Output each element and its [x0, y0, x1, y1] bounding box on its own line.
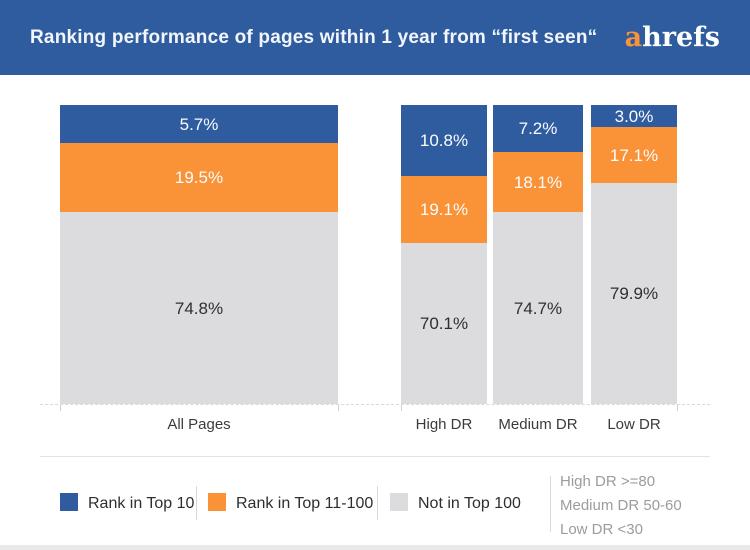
segment-not-in-top-100-low-dr: 79.9% — [591, 183, 677, 404]
legend-separator-line — [40, 456, 710, 457]
x-axis-line — [40, 404, 710, 405]
axis-tick — [401, 405, 402, 411]
value-label: 74.7% — [513, 298, 563, 318]
segment-rank-in-top-11-100-medium-dr: 18.1% — [493, 152, 583, 212]
chart-title: Ranking performance of pages within 1 ye… — [30, 26, 598, 48]
value-label: 3.0% — [614, 106, 654, 126]
bottom-edge-strip — [0, 545, 750, 550]
value-label: 70.1% — [419, 314, 469, 333]
legend-label-not-in-top-100: Not in Top 100 — [418, 495, 521, 512]
axis-tick — [677, 405, 678, 411]
ahrefs-logo-rest: hrefs — [642, 22, 720, 53]
value-label: 10.8% — [419, 131, 469, 150]
footnote-line: Medium DR 50-60 — [560, 497, 682, 514]
legend-swatch-not-in-top-100 — [390, 493, 408, 511]
footnote-line: Low DR <30 — [560, 521, 643, 538]
value-label: 18.1% — [513, 172, 563, 192]
segment-rank-in-top-10-low-dr: 3.0% — [591, 105, 677, 127]
value-label: 19.5% — [174, 168, 224, 187]
segment-rank-in-top-10-high-dr: 10.8% — [401, 105, 487, 176]
value-label: 79.9% — [609, 284, 659, 303]
value-label: 7.2% — [518, 119, 558, 138]
category-label-all-pages: All Pages — [167, 416, 231, 433]
legend-swatch-rank-in-top-11-100 — [208, 493, 226, 511]
legend-swatch-rank-in-top-10 — [60, 493, 78, 511]
category-label-high-dr: High DR — [415, 416, 473, 433]
segment-rank-in-top-11-100-all-pages: 19.5% — [60, 143, 338, 212]
segment-rank-in-top-11-100-low-dr: 17.1% — [591, 127, 677, 183]
bar-all-pages: 5.7% 19.5% 74.8% — [60, 105, 338, 404]
ahrefs-logo: ahrefs — [625, 24, 720, 51]
segment-not-in-top-100-high-dr: 70.1% — [401, 243, 487, 404]
legend-divider — [196, 486, 197, 520]
ahrefs-logo-a: a — [624, 22, 643, 53]
axis-tick — [338, 405, 339, 411]
footnote-line: High DR >=80 — [560, 473, 656, 490]
bar-medium-dr: 7.2% 18.1% 74.7% — [493, 105, 583, 404]
segment-rank-in-top-11-100-high-dr: 19.1% — [401, 176, 487, 243]
segment-not-in-top-100-medium-dr: 74.7% — [493, 212, 583, 404]
bar-low-dr: 3.0% 17.1% 79.9% — [591, 105, 677, 404]
value-label: 5.7% — [179, 114, 219, 134]
value-label: 17.1% — [609, 145, 659, 165]
value-label: 19.1% — [419, 200, 469, 219]
chart-header: Ranking performance of pages within 1 ye… — [0, 0, 750, 75]
segment-rank-in-top-10-medium-dr: 7.2% — [493, 105, 583, 152]
bar-high-dr: 10.8% 19.1% 70.1% — [401, 105, 487, 404]
segment-not-in-top-100-all-pages: 74.8% — [60, 212, 338, 404]
segment-rank-in-top-10-all-pages: 5.7% — [60, 105, 338, 143]
axis-tick — [60, 405, 61, 411]
legend-label-rank-in-top-11-100: Rank in Top 11-100 — [236, 495, 374, 512]
value-label: 74.8% — [174, 298, 224, 318]
legend-label-rank-in-top-10: Rank in Top 10 — [88, 495, 195, 512]
legend-divider — [377, 486, 378, 520]
legend-divider — [550, 476, 551, 532]
category-label-low-dr: Low DR — [607, 416, 661, 433]
category-label-medium-dr: Medium DR — [498, 416, 578, 433]
dr-footnote: High DR >=80 Medium DR 50-60 Low DR <30 — [560, 470, 682, 542]
